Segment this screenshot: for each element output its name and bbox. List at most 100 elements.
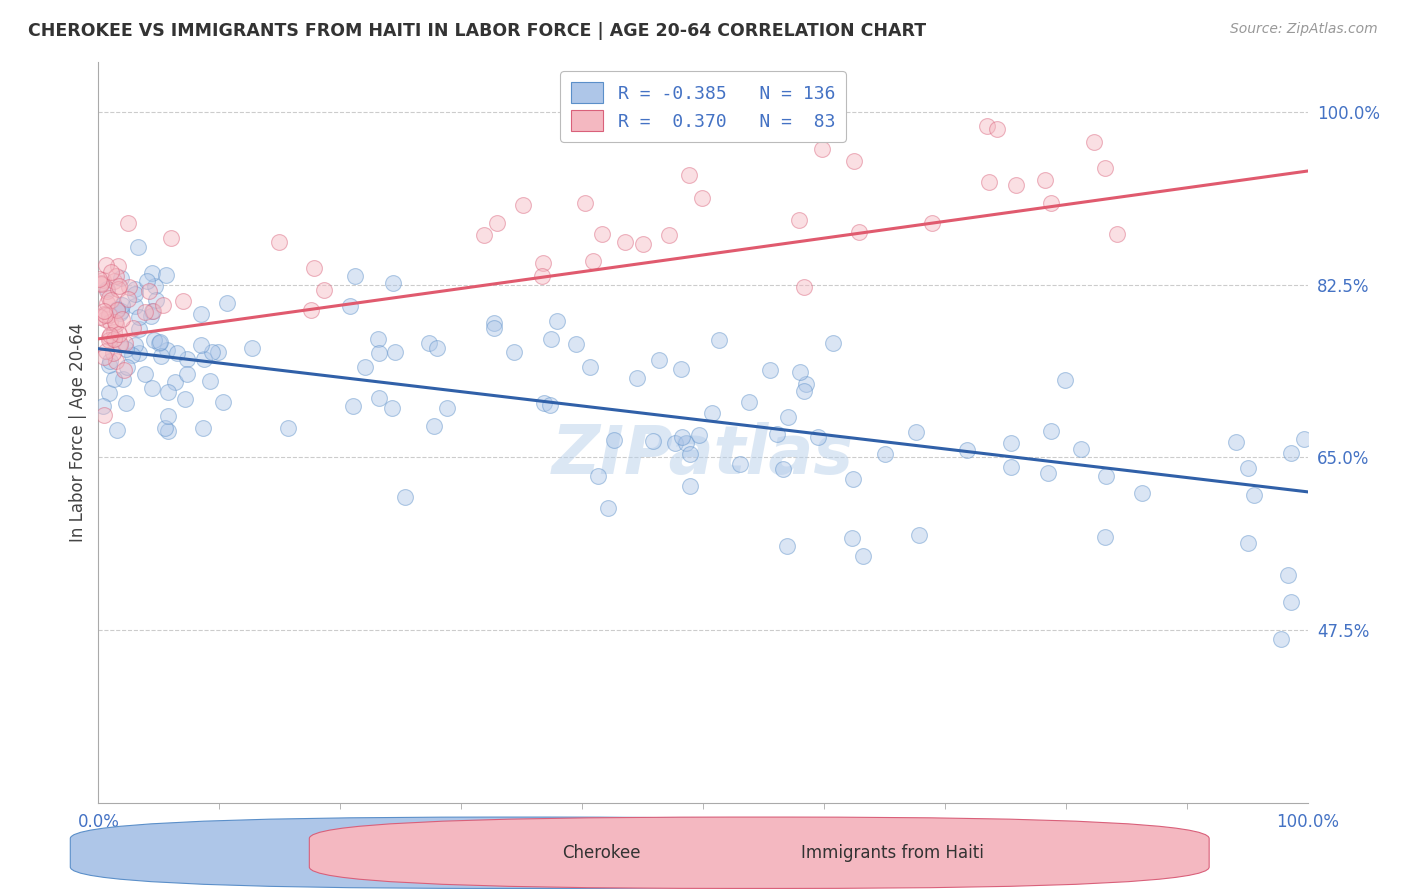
Point	[591, 227, 613, 241]
Point	[91, 399, 114, 413]
Point	[531, 269, 554, 284]
Point	[664, 436, 686, 450]
Point	[128, 322, 150, 336]
Point	[1005, 178, 1028, 192]
Point	[766, 427, 789, 442]
Point	[852, 549, 875, 563]
Point	[166, 345, 188, 359]
Point	[482, 316, 505, 330]
Point	[207, 345, 229, 359]
Point	[368, 345, 391, 359]
Point	[93, 312, 115, 326]
Point	[117, 292, 139, 306]
Point	[115, 342, 138, 356]
Point	[343, 269, 366, 284]
Point	[1279, 595, 1302, 609]
Point	[215, 296, 238, 310]
Point	[821, 335, 844, 350]
Point	[794, 376, 817, 391]
Point	[1033, 172, 1056, 186]
Point	[267, 235, 290, 249]
Point	[811, 142, 834, 156]
Point	[111, 311, 134, 326]
Legend: R = -0.385   N = 136, R =  0.370   N =  83: R = -0.385 N = 136, R = 0.370 N = 83	[560, 71, 846, 142]
Point	[354, 360, 377, 375]
Point	[728, 458, 751, 472]
Point	[121, 321, 143, 335]
Point	[101, 345, 124, 359]
Point	[110, 271, 132, 285]
Point	[157, 384, 180, 399]
Point	[1292, 432, 1315, 446]
Point	[134, 304, 156, 318]
Point	[789, 213, 811, 227]
Point	[98, 327, 121, 342]
Point	[98, 353, 121, 368]
Point	[299, 302, 322, 317]
Point	[1070, 442, 1092, 456]
Point	[107, 279, 129, 293]
Point	[124, 282, 146, 296]
Point	[93, 350, 115, 364]
Point	[97, 333, 120, 347]
Point	[148, 335, 170, 350]
Point	[105, 317, 128, 331]
Point	[149, 335, 172, 350]
Point	[671, 430, 693, 444]
Point	[700, 406, 723, 420]
Point	[789, 365, 811, 379]
Text: ZIPatlas: ZIPatlas	[553, 422, 853, 488]
Y-axis label: In Labor Force | Age 20-64: In Labor Force | Age 20-64	[69, 323, 87, 542]
Point	[339, 299, 361, 313]
Point	[302, 261, 325, 276]
Point	[1000, 436, 1022, 450]
Point	[382, 276, 405, 290]
Point	[905, 425, 928, 440]
Point	[793, 384, 815, 398]
Point	[127, 240, 149, 254]
Point	[103, 371, 125, 385]
Point	[191, 421, 214, 435]
Point	[531, 256, 554, 270]
Point	[1237, 536, 1260, 550]
Point	[678, 168, 700, 182]
Point	[772, 461, 794, 475]
Point	[690, 191, 713, 205]
Point	[96, 296, 118, 310]
Point	[648, 352, 671, 367]
Point	[540, 332, 562, 346]
Point	[156, 343, 179, 358]
Point	[97, 308, 120, 322]
Point	[776, 539, 799, 553]
Point	[157, 425, 180, 439]
Point	[844, 153, 866, 168]
Point	[986, 122, 1008, 136]
Point	[193, 352, 215, 367]
Point	[603, 434, 626, 448]
Point	[98, 385, 121, 400]
Point	[138, 284, 160, 298]
Point	[426, 341, 449, 355]
Point	[152, 298, 174, 312]
Point	[423, 419, 446, 434]
Point	[94, 344, 117, 359]
Point	[145, 293, 167, 307]
Point	[110, 304, 132, 318]
Point	[100, 293, 122, 308]
Point	[108, 337, 131, 351]
Point	[190, 337, 212, 351]
Point	[1270, 632, 1292, 646]
Text: Source: ZipAtlas.com: Source: ZipAtlas.com	[1230, 22, 1378, 37]
Point	[96, 282, 118, 296]
Point	[314, 283, 336, 297]
Point	[104, 315, 127, 329]
Point	[1094, 530, 1116, 544]
Point	[956, 442, 979, 457]
Point	[121, 348, 143, 362]
Point	[111, 371, 134, 385]
Point	[143, 279, 166, 293]
Point	[141, 266, 163, 280]
Point	[658, 227, 681, 242]
Point	[633, 237, 655, 252]
Point	[139, 310, 162, 324]
